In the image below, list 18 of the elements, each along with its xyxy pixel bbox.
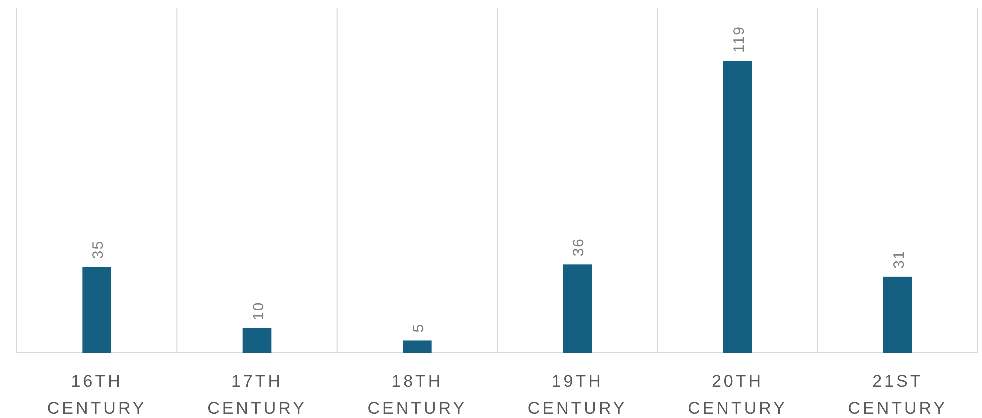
- bar: [723, 61, 752, 353]
- bar: [884, 276, 912, 353]
- x-tick-label: 16TH CENTURY: [47, 372, 147, 418]
- x-tick-label: 21ST CENTURY: [848, 372, 948, 418]
- bar: [563, 264, 592, 353]
- data-label: 35: [90, 240, 108, 260]
- data-label: 5: [410, 323, 428, 333]
- bar: [403, 340, 432, 353]
- bar: [242, 328, 272, 353]
- data-label: 36: [570, 238, 588, 257]
- x-tick-label: 19TH CENTURY: [528, 372, 628, 418]
- bar: [82, 267, 112, 353]
- x-tick-label: 20TH CENTURY: [688, 372, 788, 418]
- data-label: 119: [730, 26, 748, 53]
- data-label: 10: [250, 302, 268, 320]
- x-tick-label: 17TH CENTURY: [208, 372, 307, 418]
- data-label: 31: [890, 250, 908, 269]
- x-tick-label: 18TH CENTURY: [368, 372, 468, 418]
